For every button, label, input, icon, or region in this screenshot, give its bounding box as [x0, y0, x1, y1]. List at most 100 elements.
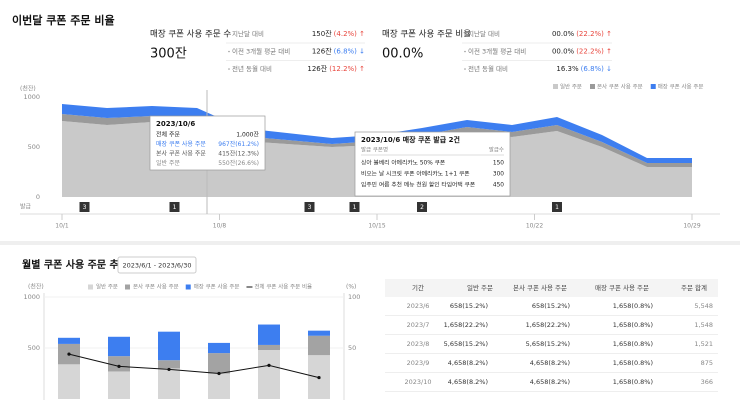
y2-tick-label: 100	[348, 293, 360, 301]
table-cell: 4,658(8.2%)	[530, 378, 570, 386]
value: 00.0%	[552, 48, 575, 56]
comparison-value: 00.0% (22.2%) ↑	[552, 48, 612, 56]
section-title: 월별 쿠폰 사용 주문 추이	[22, 258, 128, 271]
bullet	[228, 50, 230, 53]
table-cell: 1,658(22.2%)	[444, 321, 488, 329]
table-header: 기간	[412, 283, 424, 292]
comparison-value: 16.3% (6.8%) ↓	[556, 65, 612, 73]
bar-segment	[58, 337, 80, 344]
legend-label: 본사 쿠폰 사용 주문	[133, 283, 179, 291]
legend-swatch	[590, 84, 595, 89]
change: (4.2%) ↑	[334, 30, 365, 38]
change: (6.8%) ↓	[334, 48, 365, 56]
table-cell: 875	[701, 359, 713, 367]
issue-tooltip	[354, 131, 511, 197]
comparison-value: 150잔 (4.2%) ↑	[312, 29, 365, 38]
bar-segment	[108, 356, 130, 372]
x-tick-label: 10/15	[368, 223, 385, 230]
issue-coupon-count: 150	[493, 161, 504, 167]
legend-label: 일반 주문	[560, 83, 582, 91]
issue-tooltip-column: 발급 쿠폰명	[361, 146, 388, 154]
bullet	[464, 68, 466, 70]
legend-label: 매장 쿠폰 사용 주문	[194, 283, 240, 291]
table-header: 일반 주문	[467, 283, 493, 292]
table-header: 주문 합계	[681, 283, 707, 292]
issue-coupon-name: 입주민 여름 추천 메뉴 천원 할인 타임어택 쿠폰	[361, 181, 476, 189]
table-cell: 2023/7	[407, 321, 430, 329]
y2-tick-label: 50	[348, 344, 356, 352]
legend-label: 일반 주문	[96, 283, 118, 291]
table-cell: 366	[701, 378, 713, 386]
table-header: 본사 쿠폰 사용 주문	[513, 283, 567, 292]
date-range: 2023/6/1 - 2023/6/30	[123, 262, 192, 270]
issue-marker	[552, 202, 562, 212]
issue-marker	[304, 202, 315, 212]
table-cell: 1,521	[694, 340, 713, 348]
table-cell: 1,658(22.2%)	[526, 321, 570, 329]
tooltip-value: 967잔(61.2%)	[218, 140, 259, 148]
section-title: 이번달 쿠폰 주문 비율	[12, 13, 115, 27]
bar-segment	[108, 336, 130, 357]
table-header: 매장 쿠폰 사용 주문	[595, 283, 649, 292]
value: 126잔	[312, 47, 332, 56]
table-cell: 2023/10	[404, 378, 431, 386]
issue-count: 1	[173, 204, 177, 211]
table-header-bg	[385, 279, 718, 297]
kpi-label: 매장 쿠폰 사용 주문 수	[150, 29, 231, 40]
bar-segment	[308, 335, 330, 356]
legend-swatch	[185, 284, 191, 290]
bar-segment	[158, 360, 180, 369]
tooltip	[149, 115, 266, 171]
value: 16.3%	[556, 65, 579, 73]
x-tick-label: 10/1	[55, 223, 69, 230]
issue-tooltip-title: 2023/10/6 매장 쿠폰 발급 2건	[361, 135, 460, 144]
comparison-value: 126잔 (12.2%) ↑	[307, 64, 365, 73]
table-cell: 658(15.2%)	[532, 302, 570, 310]
issue-row-label: 발급	[20, 203, 32, 211]
comparison-label: 이전 3개월 평균 대비	[232, 47, 290, 56]
bar-segment	[258, 350, 280, 399]
bar-segment	[108, 371, 130, 399]
issue-count: 1	[555, 204, 559, 211]
table-cell: 5,548	[694, 302, 713, 310]
tooltip-label: 전체 주문	[156, 131, 180, 139]
bar-segment	[258, 324, 280, 345]
bar-segment	[208, 353, 230, 374]
issue-marker	[417, 202, 427, 212]
issue-marker	[169, 202, 180, 212]
issue-count: 2	[420, 204, 424, 211]
comparison-label: 지난달 대비	[468, 29, 500, 38]
table-cell: 1,658(0.8%)	[613, 321, 653, 329]
comparison-label: 이전 3개월 평균 대비	[468, 47, 526, 56]
change: (22.2%) ↑	[576, 30, 612, 38]
x-tick-label: 10/8	[213, 223, 227, 230]
change: (6.8%) ↓	[581, 65, 612, 73]
issue-coupon-name: 싱아 블베리 아메리카노 50% 쿠폰	[361, 159, 446, 167]
line	[68, 353, 320, 379]
line-point	[67, 352, 71, 356]
y-tick-label: 1000	[23, 293, 40, 301]
line-point	[267, 363, 271, 367]
comparison-label: 전년 동월 대비	[232, 64, 272, 73]
x-tick-label: 10/22	[526, 223, 543, 230]
bar-segment	[158, 368, 180, 399]
legend-label: 전체 쿠폰 사용 주문 비율	[254, 283, 312, 291]
table-cell: 2023/9	[407, 359, 430, 367]
bar-segment	[208, 342, 230, 354]
bullet	[228, 68, 230, 70]
kpi-label: 매장 쿠폰 사용 주문 비율	[382, 29, 471, 40]
bar-segment	[258, 344, 280, 351]
y-axis-label: (천잔)	[28, 283, 44, 291]
bullet	[464, 33, 466, 35]
bar-segment	[158, 331, 180, 361]
issue-marker	[79, 202, 90, 212]
kpi-value: 00.0%	[382, 47, 423, 62]
table-cell: 2023/6	[407, 302, 430, 310]
date-range-box[interactable]	[117, 256, 197, 274]
legend-label: 매장 쿠폰 사용 주문	[658, 83, 704, 91]
change: (12.2%) ↑	[329, 65, 365, 73]
line-point	[117, 364, 121, 368]
table-cell: 1,658(0.8%)	[613, 359, 653, 367]
table-cell: 1,658(0.8%)	[613, 340, 653, 348]
value: 126잔	[307, 64, 327, 73]
